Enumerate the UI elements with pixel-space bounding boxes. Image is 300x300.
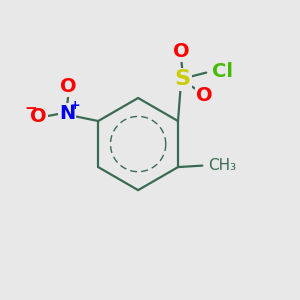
Text: +: + [70, 99, 81, 112]
Text: O: O [173, 42, 189, 61]
Text: −: − [24, 101, 37, 116]
Text: Cl: Cl [212, 62, 233, 82]
Text: O: O [60, 77, 77, 96]
Text: CH₃: CH₃ [208, 158, 236, 173]
Text: N: N [59, 104, 75, 123]
Text: S: S [175, 69, 190, 89]
Text: O: O [196, 86, 213, 105]
Text: O: O [31, 107, 47, 126]
